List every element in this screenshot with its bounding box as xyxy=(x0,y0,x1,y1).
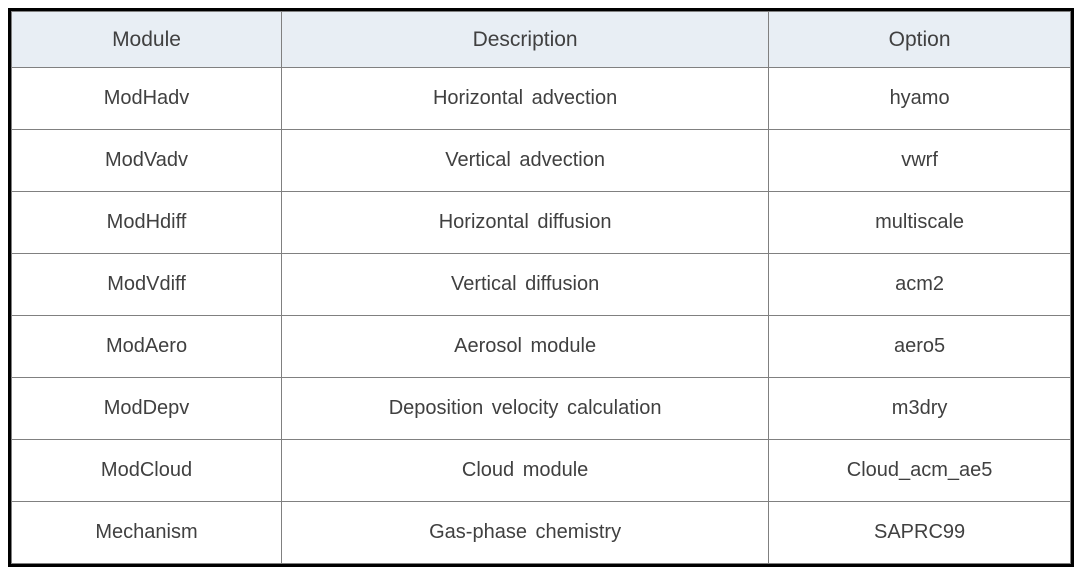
cell-description: Cloud module xyxy=(282,440,769,502)
cell-module: ModHadv xyxy=(12,68,282,130)
cell-module: Mechanism xyxy=(12,502,282,564)
table-row: ModVdiff Vertical diffusion acm2 xyxy=(12,254,1071,316)
cell-module: ModAero xyxy=(12,316,282,378)
cell-option: vwrf xyxy=(769,130,1071,192)
table-row: ModDepv Deposition velocity calculation … xyxy=(12,378,1071,440)
cell-module: ModDepv xyxy=(12,378,282,440)
cell-option: Cloud_acm_ae5 xyxy=(769,440,1071,502)
cell-option: acm2 xyxy=(769,254,1071,316)
cell-module: ModHdiff xyxy=(12,192,282,254)
table-row: ModCloud Cloud module Cloud_acm_ae5 xyxy=(12,440,1071,502)
cell-option: SAPRC99 xyxy=(769,502,1071,564)
cell-option: aero5 xyxy=(769,316,1071,378)
table-row: ModAero Aerosol module aero5 xyxy=(12,316,1071,378)
cell-description: Vertical diffusion xyxy=(282,254,769,316)
cell-description: Aerosol module xyxy=(282,316,769,378)
cell-option: hyamo xyxy=(769,68,1071,130)
table-row: ModVadv Vertical advection vwrf xyxy=(12,130,1071,192)
table-head: Module Description Option xyxy=(12,12,1071,68)
table-row: Mechanism Gas-phase chemistry SAPRC99 xyxy=(12,502,1071,564)
table-row: ModHadv Horizontal advection hyamo xyxy=(12,68,1071,130)
cell-module: ModCloud xyxy=(12,440,282,502)
header-description: Description xyxy=(282,12,769,68)
header-row: Module Description Option xyxy=(12,12,1071,68)
cell-description: Horizontal advection xyxy=(282,68,769,130)
cell-description: Deposition velocity calculation xyxy=(282,378,769,440)
cell-description: Gas-phase chemistry xyxy=(282,502,769,564)
header-module: Module xyxy=(12,12,282,68)
cell-option: m3dry xyxy=(769,378,1071,440)
cell-option: multiscale xyxy=(769,192,1071,254)
config-table: Module Description Option ModHadv Horizo… xyxy=(11,11,1071,564)
cell-description: Vertical advection xyxy=(282,130,769,192)
table-row: ModHdiff Horizontal diffusion multiscale xyxy=(12,192,1071,254)
header-option: Option xyxy=(769,12,1071,68)
cell-module: ModVdiff xyxy=(12,254,282,316)
cell-module: ModVadv xyxy=(12,130,282,192)
config-table-wrapper: Module Description Option ModHadv Horizo… xyxy=(8,8,1074,567)
table-body: ModHadv Horizontal advection hyamo ModVa… xyxy=(12,68,1071,564)
cell-description: Horizontal diffusion xyxy=(282,192,769,254)
